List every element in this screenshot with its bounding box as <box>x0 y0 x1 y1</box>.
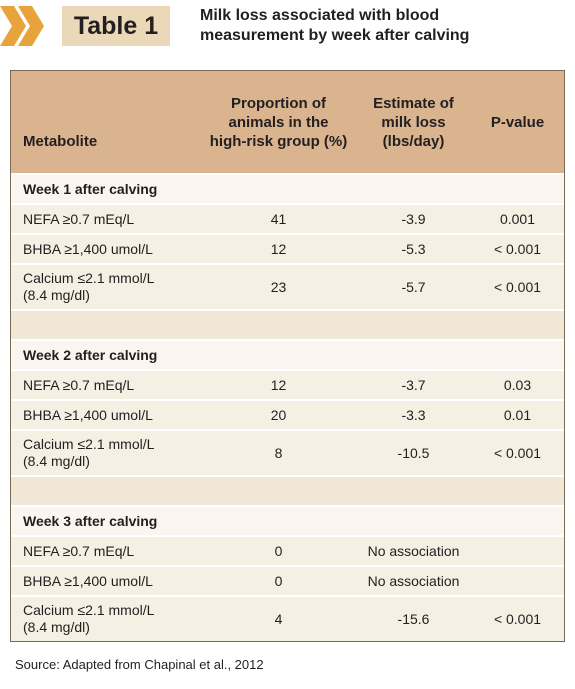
table-cell: < 0.001 <box>471 429 564 476</box>
table-cell: NEFA ≥0.7 mEq/L <box>11 369 201 400</box>
table-cell: -15.6 <box>356 595 471 641</box>
section-title: Week 2 after calving <box>11 339 564 370</box>
spacer-cell <box>11 475 564 506</box>
data-table: Metabolite Proportion of animals in the h… <box>11 71 564 641</box>
column-header: Estimate of milk loss (lbs/day) <box>356 71 471 174</box>
table-cell: -5.7 <box>356 263 471 310</box>
section-title: Week 3 after calving <box>11 505 564 536</box>
table-cell: 0.001 <box>471 203 564 234</box>
data-row: BHBA ≥1,400 umol/L 12 -5.3 < 0.001 <box>11 233 564 264</box>
section-row: Week 1 after calving <box>11 173 564 204</box>
data-row: Calcium ≤2.1 mmol/L (8.4 mg/dl) 8 -10.5 < 0… <box>11 429 564 476</box>
table-cell: NEFA ≥0.7 mEq/L <box>11 203 201 234</box>
data-row: Calcium ≤2.1 mmol/L (8.4 mg/dl) 4 -15.6 < 0… <box>11 595 564 641</box>
table-cell: No association <box>356 565 471 596</box>
table-cell: BHBA ≥1,400 umol/L <box>11 565 201 596</box>
table-cell: -3.9 <box>356 203 471 234</box>
column-header: P-value <box>471 71 564 174</box>
spacer-cell <box>11 309 564 340</box>
table-cell: -10.5 <box>356 429 471 476</box>
spacer-row <box>11 475 564 506</box>
table-cell: Calcium ≤2.1 mmol/L (8.4 mg/dl) <box>11 429 201 476</box>
table-cell: -3.3 <box>356 399 471 430</box>
table-cell: 0.01 <box>471 399 564 430</box>
chevron-icon <box>0 6 44 46</box>
column-header: Metabolite <box>11 71 201 174</box>
source-note: Source: Adapted from Chapinal et al., 20… <box>15 657 264 672</box>
table-cell: -3.7 <box>356 369 471 400</box>
table-title: Milk loss associated with blood measurem… <box>200 7 470 44</box>
table-cell: 12 <box>201 369 356 400</box>
table-cell: 20 <box>201 399 356 430</box>
table-cell: Calcium ≤2.1 mmol/L (8.4 mg/dl) <box>11 263 201 310</box>
table-cell: Calcium ≤2.1 mmol/L (8.4 mg/dl) <box>11 595 201 641</box>
table-cell: BHBA ≥1,400 umol/L <box>11 233 201 264</box>
table-cell: < 0.001 <box>471 233 564 264</box>
table-cell: 0 <box>201 535 356 566</box>
section-row: Week 2 after calving <box>11 339 564 370</box>
section-title: Week 1 after calving <box>11 173 564 204</box>
spacer-row <box>11 309 564 340</box>
table-cell: No association <box>356 535 471 566</box>
table-cell: NEFA ≥0.7 mEq/L <box>11 535 201 566</box>
header-row: Metabolite Proportion of animals in the h… <box>11 71 564 174</box>
table-cell: 41 <box>201 203 356 234</box>
empty-cell <box>471 535 564 566</box>
data-row: NEFA ≥0.7 mEq/L 12 -3.7 0.03 <box>11 369 564 400</box>
section-row: Week 3 after calving <box>11 505 564 536</box>
empty-cell <box>471 565 564 596</box>
table-label: Table 1 <box>62 6 170 46</box>
data-row: NEFA ≥0.7 mEq/L 41 -3.9 0.001 <box>11 203 564 234</box>
table-cell: BHBA ≥1,400 umol/L <box>11 399 201 430</box>
table-cell: 0 <box>201 565 356 596</box>
data-row: Calcium ≤2.1 mmol/L (8.4 mg/dl) 23 -5.7 < 0… <box>11 263 564 310</box>
table-cell: 4 <box>201 595 356 641</box>
table-cell: 0.03 <box>471 369 564 400</box>
table-cell: 23 <box>201 263 356 310</box>
table-cell: < 0.001 <box>471 595 564 641</box>
data-row: BHBA ≥1,400 umol/L 20 -3.3 0.01 <box>11 399 564 430</box>
table-cell: -5.3 <box>356 233 471 264</box>
data-row: NEFA ≥0.7 mEq/L 0 No association <box>11 535 564 566</box>
table-frame: Metabolite Proportion of animals in the h… <box>10 70 565 642</box>
table-cell: 12 <box>201 233 356 264</box>
data-row: BHBA ≥1,400 umol/L 0 No association <box>11 565 564 596</box>
column-header: Proportion of animals in the high-risk g… <box>201 71 356 174</box>
table-cell: < 0.001 <box>471 263 564 310</box>
table-cell: 8 <box>201 429 356 476</box>
